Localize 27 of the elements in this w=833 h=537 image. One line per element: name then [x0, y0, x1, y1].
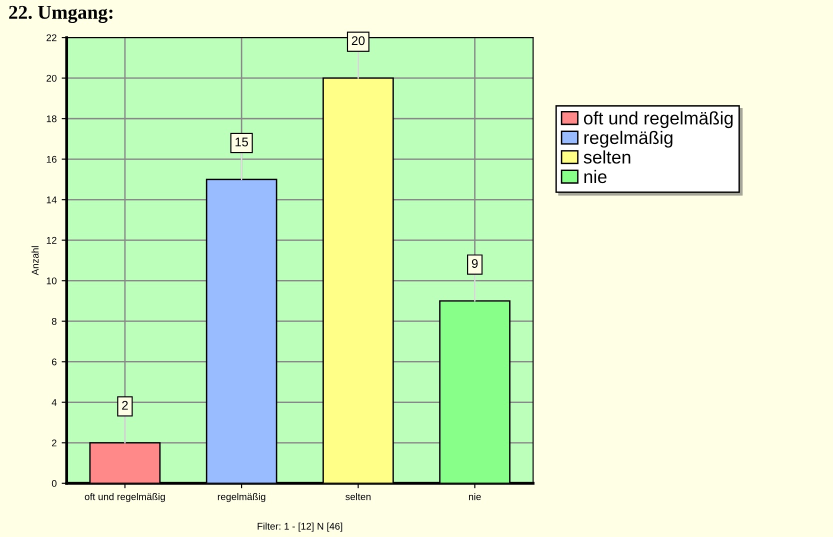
data-label: 20 — [352, 36, 365, 46]
data-label: 9 — [472, 259, 478, 268]
y-tick-label: 14 — [46, 196, 57, 204]
y-tick-label: 20 — [46, 74, 57, 82]
y-tick-label: 6 — [52, 358, 56, 366]
legend-label: oft und regelmäßig — [584, 111, 733, 128]
y-tick-label: 18 — [46, 115, 56, 122]
chart-title: 22. Umgang: — [9, 6, 112, 24]
y-tick-label: 10 — [46, 277, 57, 284]
y-tick-label: 8 — [52, 318, 56, 325]
y-tick-label: 0 — [52, 480, 57, 487]
x-tick-label: selten — [345, 493, 371, 500]
y-tick-label: 12 — [46, 236, 56, 244]
x-tick-label: nie — [468, 493, 481, 500]
x-tick-label: oft und regelmäßig — [84, 493, 165, 502]
x-tick-label: regelmäßig — [218, 493, 266, 502]
legend-label: selten — [584, 150, 630, 164]
legend-label: nie — [584, 170, 607, 184]
y-axis-title: Anzahl — [31, 246, 39, 276]
y-tick-label: 2 — [52, 440, 56, 446]
y-tick-label: 16 — [46, 156, 56, 163]
data-label: 2 — [122, 400, 128, 410]
y-tick-label: 22 — [46, 34, 56, 42]
legend-label: regelmäßig — [584, 130, 672, 148]
data-label: 15 — [236, 138, 248, 146]
y-tick-label: 4 — [52, 399, 57, 406]
text: Filter: 1 - [12] N [46] — [258, 522, 342, 532]
